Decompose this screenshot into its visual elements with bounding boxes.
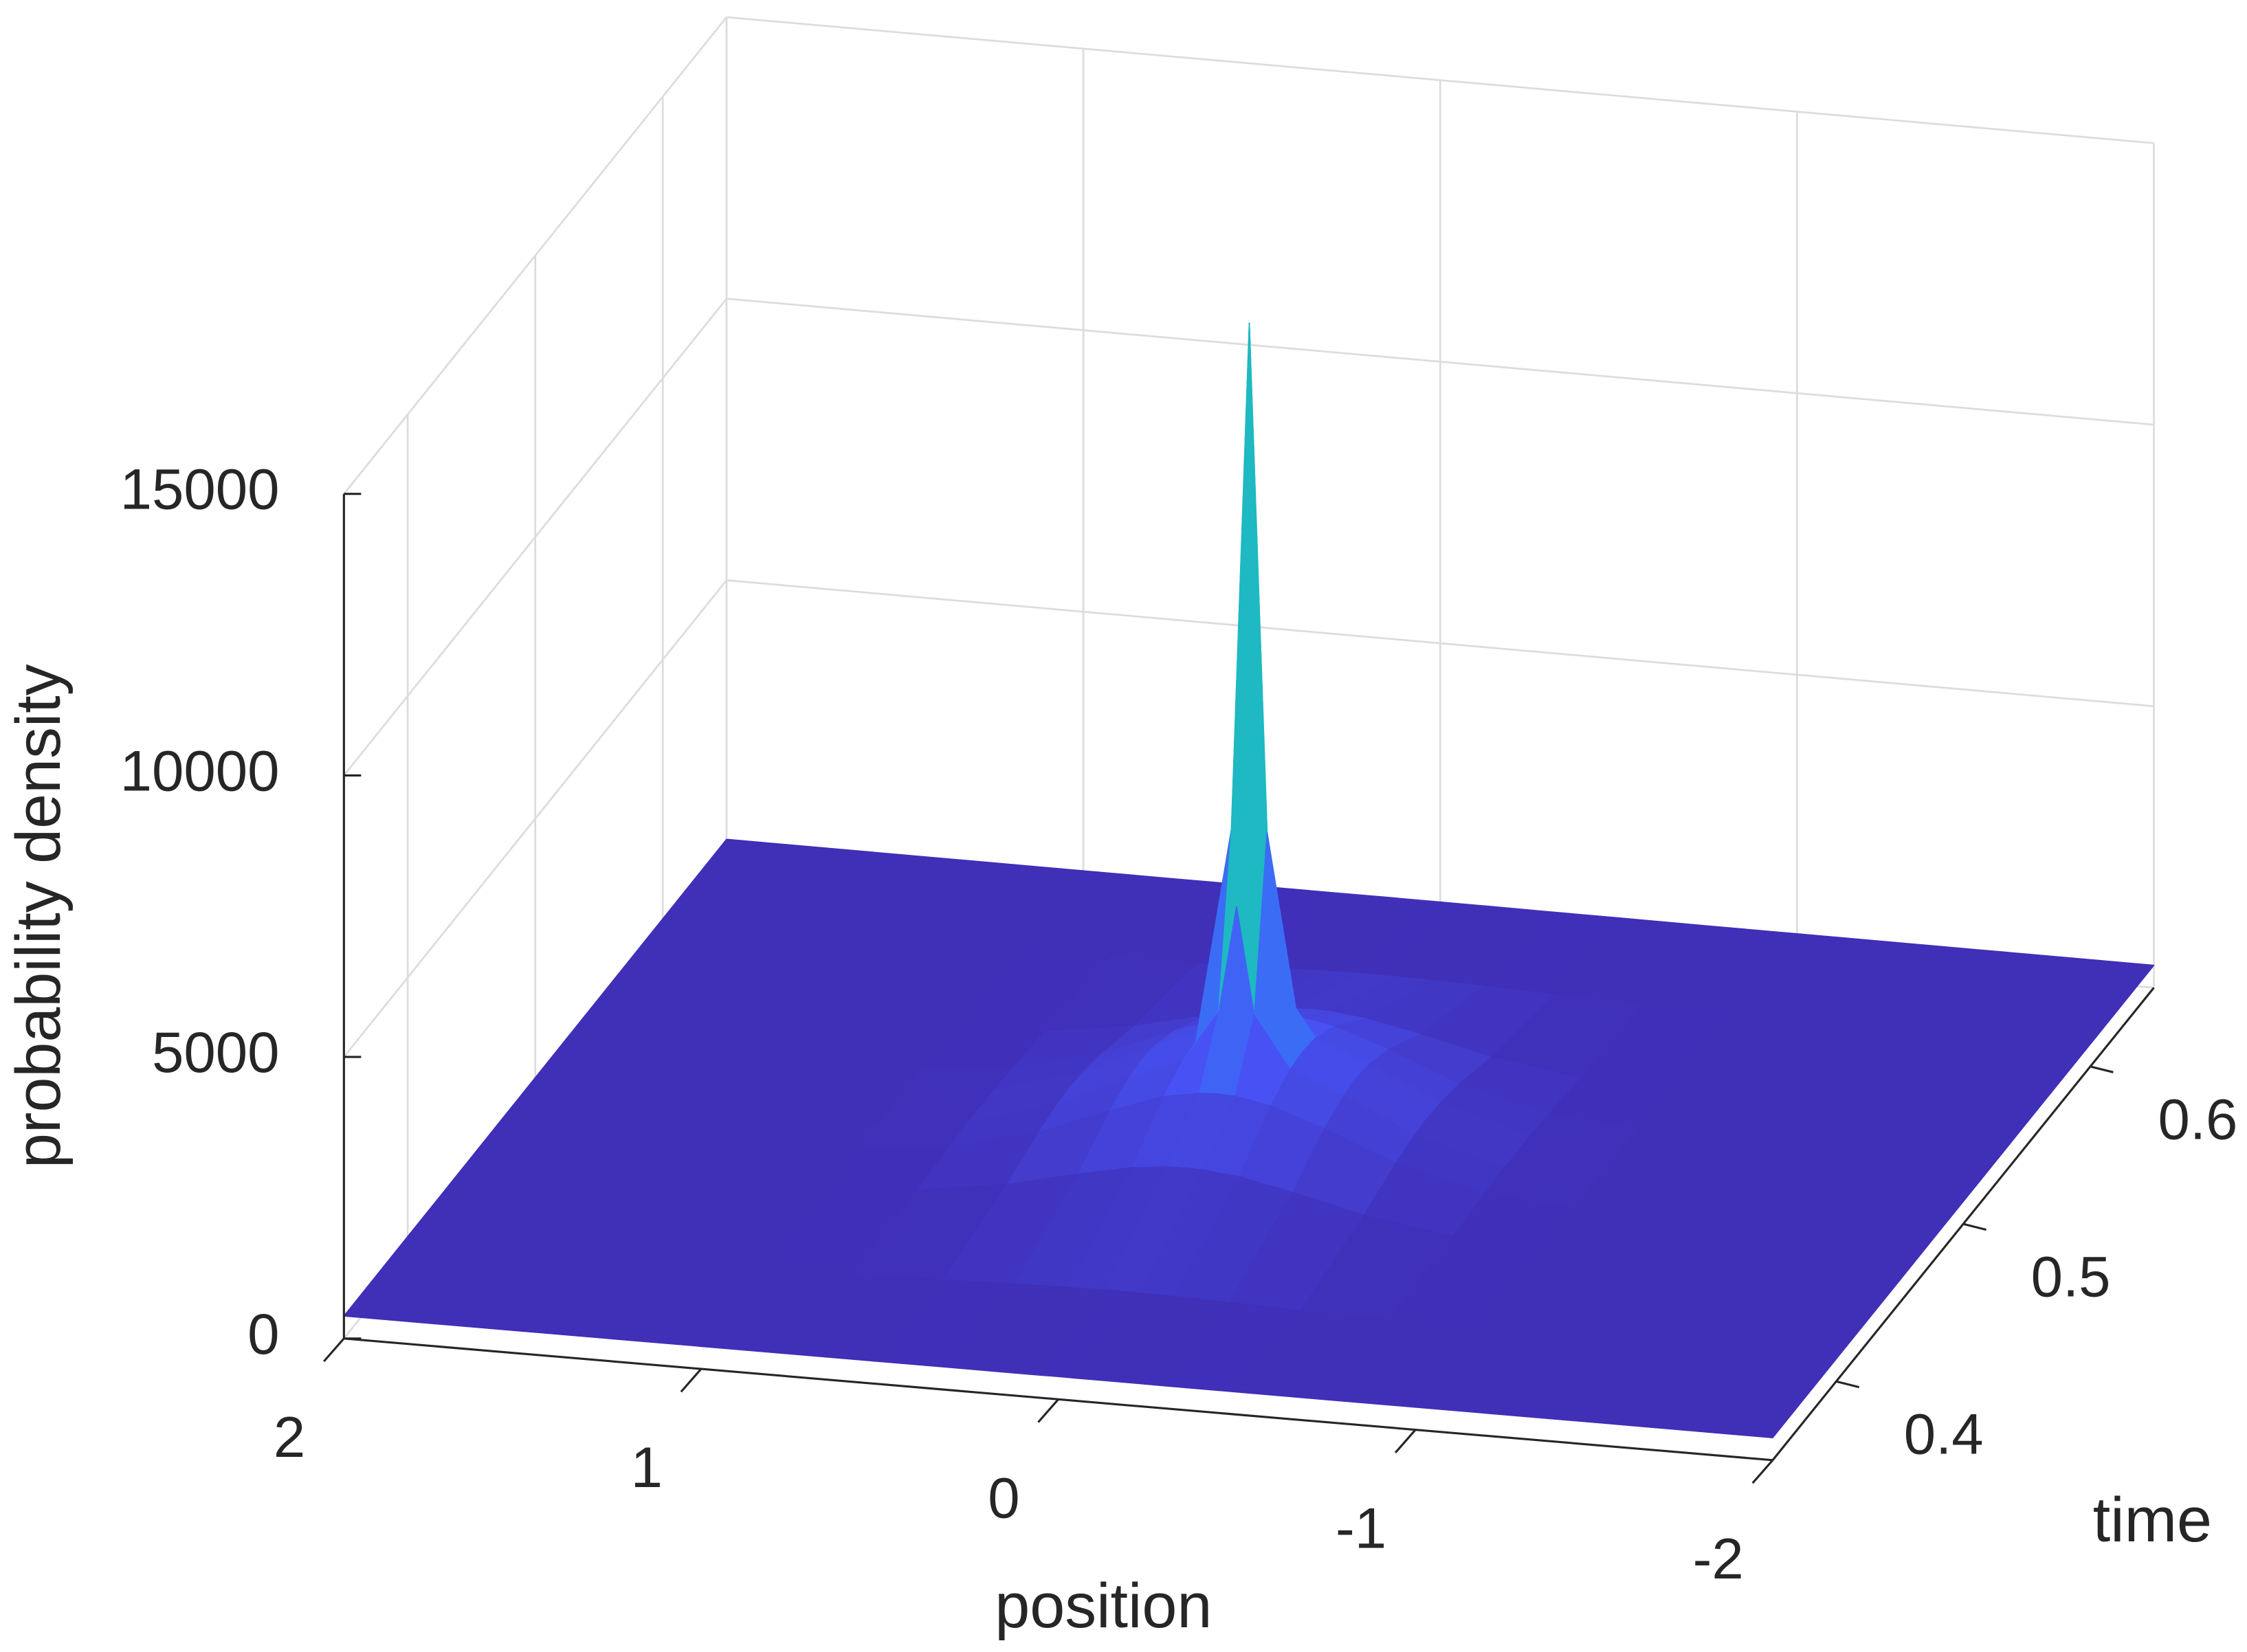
y-tick [1962,1223,1986,1231]
x-tick-label: 0 [988,1466,1019,1530]
x-tick [1037,1398,1059,1423]
z-tick-label: 15000 [120,458,280,522]
x-axis-label: position [995,1571,1212,1641]
x-tick-label: 1 [631,1436,663,1499]
x-tick [680,1368,702,1393]
y-tick [1835,1380,1860,1389]
x-tick [1751,1459,1774,1484]
y-tick-label: 0.4 [1904,1403,1984,1466]
y-axis-label: time [2093,1485,2212,1555]
x-tick-label: -1 [1336,1497,1386,1561]
y-tick [2090,1065,2114,1073]
x-tick [322,1337,345,1363]
y-tick-label: 0.6 [2158,1087,2237,1151]
x-tick-label: -2 [1693,1527,1744,1591]
surface-patch [1593,1343,1837,1438]
surface-patch [878,1105,982,1124]
y-tick-label: 0.5 [2031,1244,2111,1308]
z-tick-label: 10000 [120,739,280,803]
z-tick-label: 0 [247,1302,279,1366]
surface-patch [892,1089,995,1108]
x-tick-label: 2 [274,1405,305,1469]
x-tick [1394,1429,1417,1453]
z-axis-label: probability density [3,664,74,1168]
z-tick-label: 5000 [152,1020,280,1084]
